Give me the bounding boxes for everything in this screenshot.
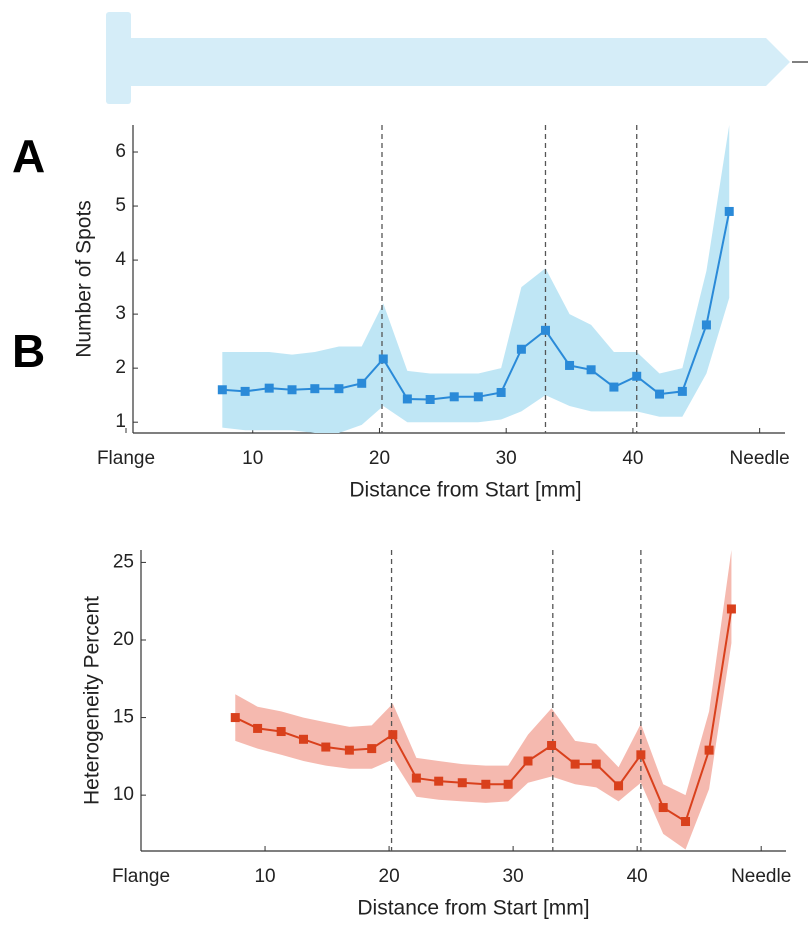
y-axis-title: Number of Spots (73, 200, 96, 358)
marker (357, 378, 367, 388)
marker (570, 759, 580, 769)
y-tick-label: 25 (113, 551, 134, 572)
marker (726, 604, 736, 614)
marker (425, 394, 435, 404)
x-tick-label: 30 (503, 866, 524, 887)
marker (658, 803, 668, 813)
marker (449, 392, 459, 402)
x-tick-label: 10 (242, 448, 263, 469)
marker (681, 817, 691, 827)
x-tick-label: Needle (730, 448, 790, 469)
band (222, 125, 730, 433)
x-tick-label: Needle (731, 866, 791, 887)
marker (344, 745, 354, 755)
marker (217, 385, 227, 395)
syringe-tip (766, 38, 790, 86)
marker (547, 740, 557, 750)
panel-label: A (12, 130, 45, 182)
marker (321, 742, 331, 752)
marker (230, 713, 240, 723)
marker (240, 386, 250, 396)
marker (516, 344, 526, 354)
x-tick-label: 20 (379, 866, 400, 887)
marker (434, 776, 444, 786)
marker (565, 360, 575, 370)
marker (540, 325, 550, 335)
marker (276, 727, 286, 737)
y-tick-label: 20 (113, 629, 134, 650)
marker (701, 320, 711, 330)
x-tick-label: Flange (112, 866, 170, 887)
marker (253, 723, 263, 733)
marker (655, 389, 665, 399)
y-axis-title: Heterogeneity Percent (81, 596, 104, 805)
marker (636, 750, 646, 760)
marker (503, 779, 513, 789)
x-tick-label: Flange (97, 448, 155, 469)
x-tick-label: 40 (627, 866, 648, 887)
marker (298, 734, 308, 744)
x-tick-label: 10 (254, 866, 275, 887)
marker (457, 778, 467, 788)
y-tick-label: 1 (115, 411, 126, 432)
y-tick-label: 5 (115, 195, 126, 216)
panel-label: B (12, 325, 45, 377)
y-tick-label: 2 (115, 357, 126, 378)
y-tick-label: 6 (115, 141, 126, 162)
marker (378, 354, 388, 364)
y-tick-label: 15 (113, 707, 134, 728)
syringe-flange (106, 12, 131, 104)
marker (481, 779, 491, 789)
marker (724, 206, 734, 216)
marker (632, 371, 642, 381)
marker (473, 392, 483, 402)
x-tick-label: 40 (622, 448, 643, 469)
x-tick-label: 30 (496, 448, 517, 469)
marker (586, 365, 596, 375)
x-tick-label: 20 (369, 448, 390, 469)
y-tick-label: 3 (115, 303, 126, 324)
marker (677, 386, 687, 396)
marker (591, 759, 601, 769)
syringe (106, 12, 808, 104)
band (235, 550, 732, 850)
marker (609, 382, 619, 392)
marker (523, 756, 533, 766)
marker (402, 394, 412, 404)
marker (614, 781, 624, 791)
y-tick-label: 10 (113, 784, 134, 805)
marker (287, 385, 297, 395)
y-tick-label: 4 (115, 249, 126, 270)
marker (334, 384, 344, 394)
marker (388, 730, 398, 740)
marker (411, 773, 421, 783)
marker (367, 744, 377, 754)
x-axis-title: Distance from Start [mm] (357, 897, 589, 920)
marker (496, 387, 506, 397)
marker (264, 383, 274, 393)
syringe-barrel (130, 38, 766, 86)
marker (704, 745, 714, 755)
marker (310, 384, 320, 394)
x-axis-title: Distance from Start [mm] (349, 479, 581, 502)
